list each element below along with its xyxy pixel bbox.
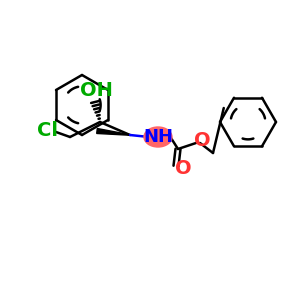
Text: Cl: Cl (38, 122, 58, 140)
Text: O: O (194, 131, 210, 151)
Text: OH: OH (80, 80, 112, 100)
Polygon shape (97, 128, 130, 135)
Text: O: O (175, 158, 191, 178)
Ellipse shape (144, 127, 172, 147)
Text: NH: NH (143, 128, 173, 146)
